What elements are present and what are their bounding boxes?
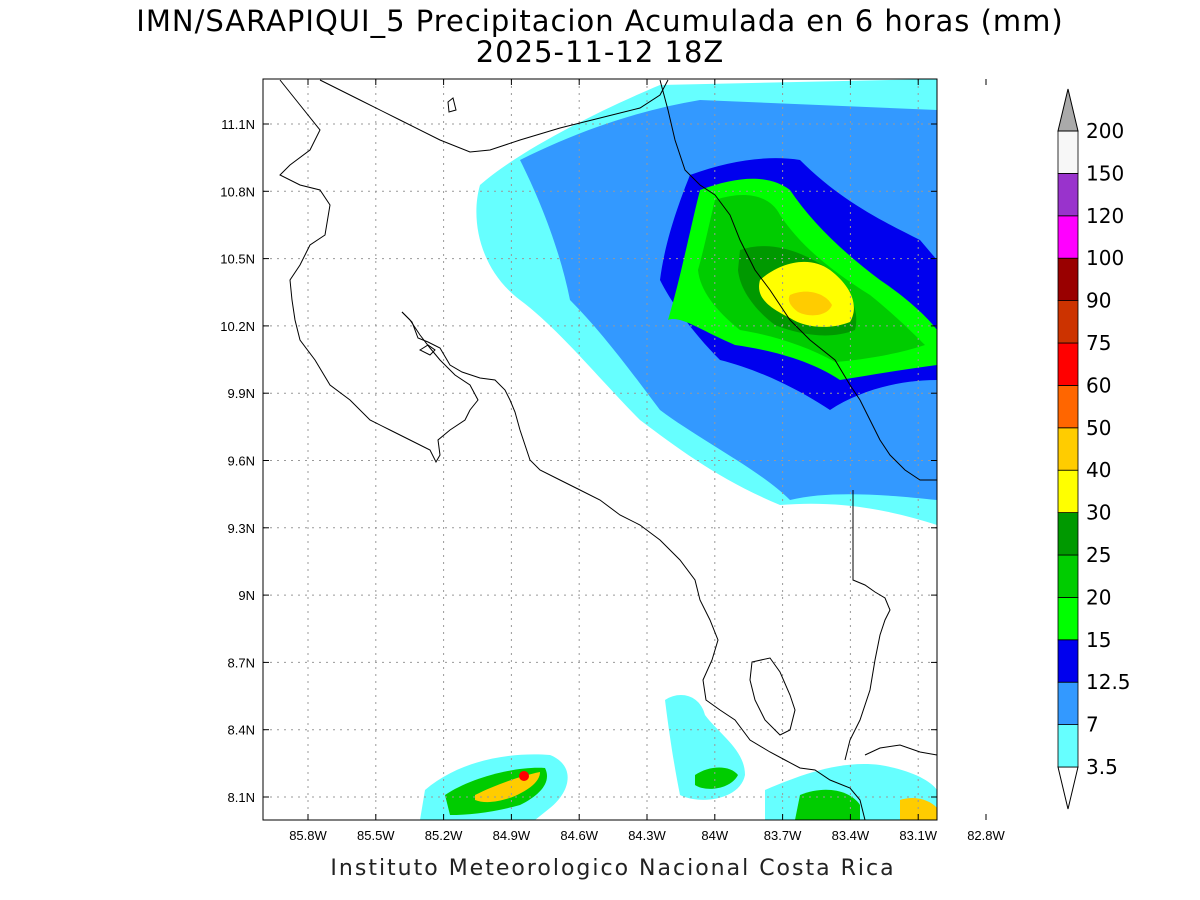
lat-tick-label: 8.4N	[228, 723, 255, 738]
lon-tick-label: 83.4W	[832, 828, 870, 843]
precip-cell-south-1-max	[519, 771, 529, 781]
colorbar: 3.5 7 12.5 15 20 25 30 40 50 60 75 90 100 120 150 200	[1057, 88, 1131, 810]
colorbar-label: 25	[1086, 543, 1111, 567]
footer-credit: Instituto Meteorologico Nacional Costa R…	[330, 856, 896, 881]
lat-tick-label: 10.5N	[220, 252, 255, 267]
precipitation-field	[420, 79, 937, 820]
colorbar-swatch	[1057, 639, 1079, 683]
lon-tick-label: 85.5W	[357, 828, 395, 843]
nicoya-peninsula	[401, 311, 866, 820]
colorbar-swatch	[1057, 384, 1079, 429]
colorbar-label: 100	[1086, 246, 1124, 270]
precip-cell-south-2-core	[695, 767, 738, 789]
colorbar-swatch	[1057, 512, 1079, 556]
precip-area-40	[788, 291, 832, 316]
colorbar-swatch	[1057, 427, 1079, 471]
colorbar-swatch	[1057, 342, 1079, 386]
colorbar-swatch	[1057, 215, 1079, 259]
lat-tick-label: 9.3N	[228, 521, 255, 536]
coastlines	[279, 79, 937, 820]
colorbar-max-arrow	[1057, 88, 1079, 132]
colorbar-label: 15	[1086, 628, 1111, 652]
lat-tick-label: 10.8N	[220, 184, 255, 199]
lon-tick-label: 84.9W	[493, 828, 531, 843]
colorbar-label: 40	[1086, 458, 1111, 482]
colorbar-swatch	[1057, 172, 1079, 217]
map-frame	[262, 78, 938, 821]
lon-tick-label: 83.1W	[899, 828, 937, 843]
colorbar-swatch	[1057, 724, 1079, 768]
lat-tick-label: 8.7N	[228, 655, 255, 670]
colorbar-label: 75	[1086, 331, 1111, 355]
colorbar-label: 90	[1086, 289, 1111, 313]
map-title: IMN/SARAPIQUI_5 Precipitacion Acumulada …	[136, 4, 1064, 38]
colorbar-swatch	[1057, 130, 1079, 174]
nicaragua-coast-north	[279, 79, 479, 464]
colorbar-label: 3.5	[1086, 755, 1118, 779]
lat-tick-label: 9N	[238, 588, 255, 603]
colorbar-swatch	[1057, 597, 1079, 641]
lat-tick-label: 8.1N	[228, 790, 255, 805]
caribbean-coast	[659, 79, 937, 481]
colorbar-label: 12.5	[1086, 670, 1131, 694]
map-tick-labels: 8.1N 8.4N 8.7N 9N 9.3N 9.6N 9.9N 10.2N 10.5N 10.8…	[220, 79, 1006, 843]
lat-tick-label: 9.9N	[228, 386, 255, 401]
colorbar-swatch	[1057, 469, 1079, 514]
lon-tick-label: 83.7W	[764, 828, 802, 843]
map-subtitle: 2025-11-12 18Z	[475, 35, 725, 69]
colorbar-label: 20	[1086, 585, 1111, 609]
lon-tick-label: 84.6W	[560, 828, 598, 843]
lat-tick-label: 10.2N	[220, 319, 255, 334]
colorbar-label: 120	[1086, 204, 1124, 228]
colorbar-swatch	[1057, 681, 1079, 726]
colorbar-label: 150	[1086, 161, 1124, 185]
colorbar-min-arrow	[1057, 766, 1079, 810]
nicaragua-border	[319, 79, 669, 153]
lon-tick-label: 82.8W	[967, 828, 1005, 843]
colorbar-label: 7	[1086, 713, 1099, 737]
panama-coast-east	[864, 744, 937, 756]
lake-isle	[447, 97, 457, 113]
colorbar-label: 50	[1086, 416, 1111, 440]
lon-tick-label: 85.8W	[289, 828, 327, 843]
golfo-dulce	[749, 657, 796, 736]
colorbar-label: 200	[1086, 119, 1124, 143]
colorbar-label: 30	[1086, 501, 1111, 525]
colorbar-swatch	[1057, 300, 1079, 344]
colorbar-swatch	[1057, 257, 1079, 302]
lon-tick-label: 84.3W	[628, 828, 666, 843]
lon-tick-label: 84W	[701, 828, 728, 843]
lat-tick-label: 9.6N	[228, 454, 255, 469]
map-gridlines	[263, 79, 937, 820]
lon-tick-label: 85.2W	[425, 828, 463, 843]
lake-nicaragua-island	[418, 344, 436, 356]
colorbar-label: 60	[1086, 373, 1111, 397]
precip-cell-south-3-core	[795, 789, 860, 820]
panama-border	[844, 490, 891, 761]
lat-tick-label: 11.1N	[221, 117, 255, 132]
colorbar-swatch	[1057, 554, 1079, 598]
